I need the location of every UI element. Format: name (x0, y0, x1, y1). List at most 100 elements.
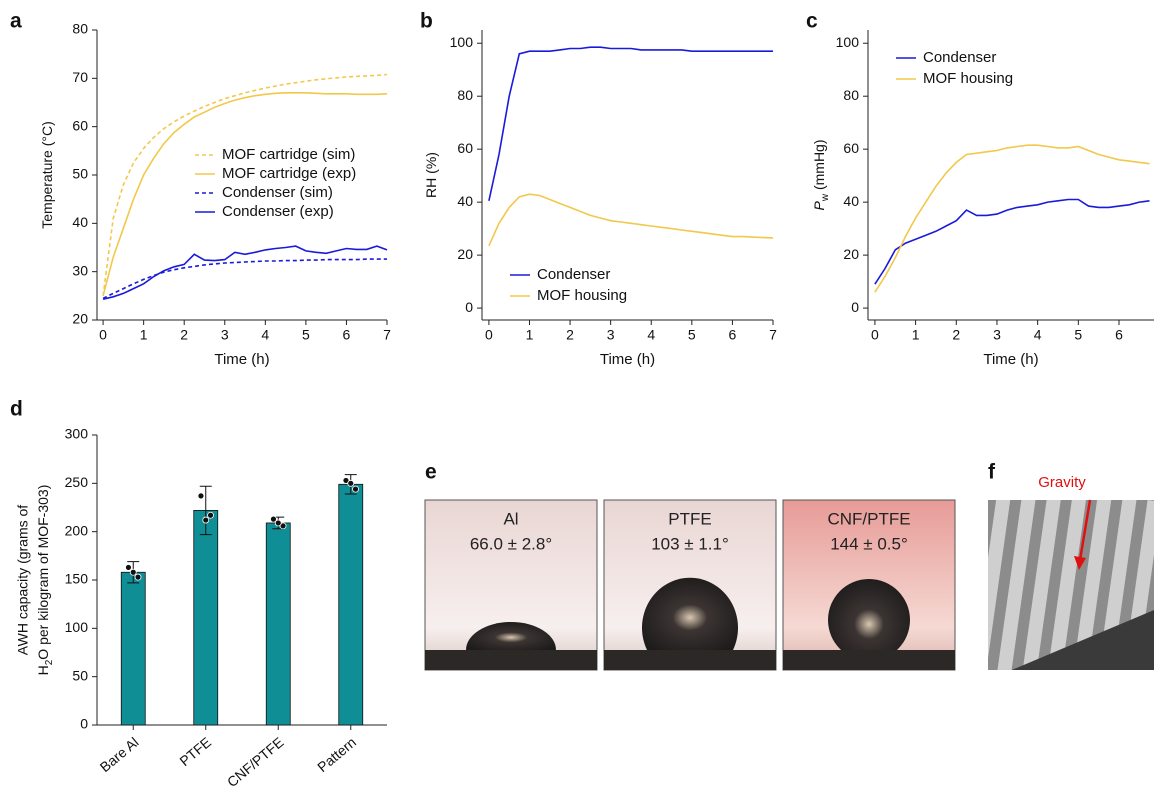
photo-material: Al (503, 509, 518, 528)
x-tick-label: 1 (140, 327, 148, 343)
data-point (129, 568, 137, 576)
x-tick-label: 0 (871, 327, 879, 343)
legend-label: MOF cartridge (sim) (222, 146, 355, 163)
bar (338, 483, 364, 726)
photo-angle: 144 ± 0.5° (830, 534, 908, 553)
label-part: O per kilogram of MOF-303) (35, 485, 51, 660)
bar (193, 509, 219, 726)
label-part: Temperature (°C) (39, 121, 55, 229)
y-tick-label: 60 (457, 140, 473, 156)
label-part: H (35, 665, 51, 675)
x-tick-label: 3 (607, 327, 615, 343)
x-tick-label: PTFE (176, 734, 214, 769)
legend-label: Condenser (sim) (222, 184, 333, 201)
y-axis-label: RH (%) (423, 152, 439, 198)
y-tick-label: 100 (450, 34, 474, 50)
x-tick-label: 5 (1074, 327, 1082, 343)
photo-surface (988, 500, 1154, 670)
error-bar (199, 485, 212, 536)
panel-label: e (425, 461, 437, 484)
x-tick-label: 2 (566, 327, 574, 343)
label-part: 2 (44, 659, 55, 665)
x-tick-label: 3 (221, 327, 229, 343)
x-tick-label: 4 (647, 327, 655, 343)
bar (120, 571, 146, 726)
panel-label: d (10, 398, 23, 421)
data-point (352, 485, 359, 493)
y-tick-label: 20 (457, 246, 473, 262)
x-tick-label: Pattern (314, 734, 359, 775)
x-tick-label: 2 (952, 327, 960, 343)
x-tick-label: Bare Al (97, 734, 142, 775)
photo-cnf-ptfe (782, 499, 956, 671)
data-point (125, 564, 132, 571)
y-tick-label: 100 (836, 34, 860, 50)
y-tick-label: 100 (65, 619, 89, 635)
legend-label: MOF cartridge (exp) (222, 165, 356, 182)
panel-label: c (806, 10, 818, 33)
legend-label: MOF housing (923, 70, 1013, 87)
label-part: (mmHg) (811, 139, 827, 193)
x-tick-label: 4 (1034, 327, 1042, 343)
x-tick-label: 1 (526, 327, 534, 343)
photo-al (424, 499, 598, 671)
x-axis-label: Time (h) (600, 351, 655, 368)
y-tick-label: 50 (72, 667, 88, 683)
series-line (874, 144, 1150, 293)
x-tick-label: 6 (729, 327, 737, 343)
panel-label: a (10, 10, 22, 33)
series-line (488, 193, 774, 247)
panel-label: b (420, 10, 433, 33)
photo-material: PTFE (668, 509, 711, 528)
y-tick-label: 60 (72, 117, 88, 133)
y-tick-label: 40 (72, 214, 88, 230)
x-tick-label: 5 (302, 327, 310, 343)
y-tick-label: 300 (65, 426, 89, 442)
y-tick-label: 150 (65, 571, 89, 587)
y-tick-label: 80 (843, 87, 859, 103)
y-tick-label: 40 (457, 193, 473, 209)
x-tick-label: 6 (343, 327, 351, 343)
y-axis-label: H2O per kilogram of MOF-303) (35, 485, 55, 676)
x-tick-label: 7 (769, 327, 777, 343)
x-axis-label: Time (h) (983, 351, 1038, 368)
y-tick-label: 0 (80, 716, 88, 732)
x-tick-label: 4 (261, 327, 269, 343)
x-tick-label: 5 (688, 327, 696, 343)
legend-label: Condenser (923, 49, 996, 66)
label-part: P (811, 201, 827, 211)
bar (265, 522, 291, 726)
photo-angle: 66.0 ± 2.8° (470, 534, 552, 553)
x-tick-label: 6 (1115, 327, 1123, 343)
x-tick-label: 3 (993, 327, 1001, 343)
series-line (102, 92, 388, 297)
series-line (102, 258, 387, 300)
gravity-label: Gravity (1038, 474, 1086, 491)
legend-label: Condenser (exp) (222, 203, 334, 220)
y-tick-label: 80 (457, 87, 473, 103)
data-point (134, 573, 142, 581)
y-tick-label: 80 (72, 21, 88, 37)
y-axis-label: Temperature (°C) (39, 121, 55, 229)
y-tick-label: 50 (72, 166, 88, 182)
y-tick-label: 0 (851, 299, 859, 315)
photo-material: CNF/PTFE (827, 509, 910, 528)
y-axis-label: Pw (mmHg) (811, 139, 831, 210)
data-point (270, 515, 277, 523)
x-tick-label: 2 (180, 327, 188, 343)
data-point (274, 519, 282, 527)
legend-label: Condenser (537, 266, 610, 283)
data-point (347, 479, 355, 487)
data-point (342, 477, 350, 484)
x-tick-label: 1 (912, 327, 920, 343)
panel-label: f (988, 461, 996, 484)
y-tick-label: 30 (72, 262, 88, 278)
y-axis-label: AWH capacity (grams of (15, 505, 31, 656)
series-line (874, 198, 1150, 285)
label-part: w (820, 193, 831, 202)
data-point (202, 516, 210, 524)
label-part: RH (%) (423, 152, 439, 198)
series-line (102, 245, 388, 300)
x-tick-label: CNF/PTFE (224, 734, 287, 790)
